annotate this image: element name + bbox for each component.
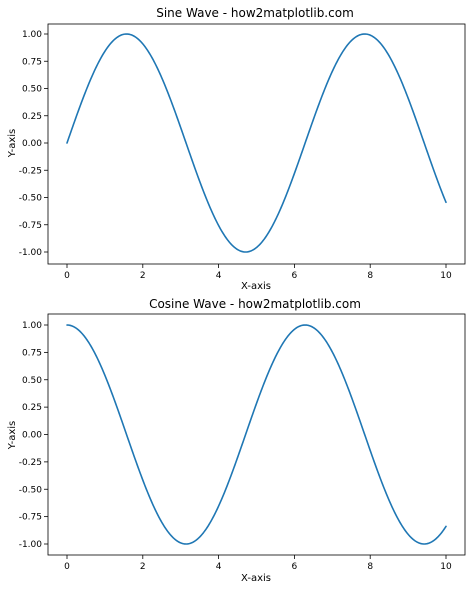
cosine-x-tick-label: 10 bbox=[440, 562, 452, 572]
cosine-y-tick-label: -0.25 bbox=[19, 458, 42, 468]
sine-y-tick-label: -0.75 bbox=[19, 221, 42, 231]
cosine-y-tick-label: 0.50 bbox=[22, 376, 42, 386]
cosine-chart: Cosine Wave - how2matplotlib.com 0 2 4 6 8 10… bbox=[7, 297, 466, 584]
sine-chart-title: Sine Wave - how2matplotlib.com bbox=[156, 6, 354, 20]
sine-y-tick-label: -0.50 bbox=[19, 194, 43, 204]
cosine-x-tick-label: 8 bbox=[367, 562, 373, 572]
sine-y-ticks: 1.00 0.75 0.50 0.25 0.00 -0.25 -0.50 -0.75 -1.00 bbox=[19, 30, 48, 258]
cosine-y-axis-label: Y-axis bbox=[7, 421, 18, 451]
cosine-y-tick-label: 0.00 bbox=[22, 431, 42, 441]
sine-x-ticks: 0 2 4 6 8 10 bbox=[64, 264, 452, 281]
cosine-x-axis-label: X-axis bbox=[241, 573, 271, 584]
sine-y-tick-label: 0.50 bbox=[22, 85, 42, 95]
sine-y-tick-label: 0.75 bbox=[22, 57, 42, 67]
sine-y-tick-label: -1.00 bbox=[19, 248, 43, 258]
cosine-series-line bbox=[66, 324, 447, 545]
cosine-chart-title: Cosine Wave - how2matplotlib.com bbox=[149, 297, 361, 311]
cosine-x-tick-label: 2 bbox=[140, 562, 146, 572]
sine-x-tick-label: 8 bbox=[367, 271, 373, 281]
cosine-x-tick-label: 4 bbox=[216, 562, 222, 572]
cosine-x-tick-label: 6 bbox=[292, 562, 298, 572]
sine-y-tick-label: 0.00 bbox=[22, 139, 42, 149]
cosine-x-tick-label: 0 bbox=[64, 562, 70, 572]
sine-x-tick-label: 0 bbox=[64, 271, 70, 281]
sine-y-tick-label: -0.25 bbox=[19, 166, 42, 176]
sine-y-tick-label: 1.00 bbox=[22, 30, 42, 40]
sine-series-line bbox=[66, 33, 447, 253]
cosine-y-tick-label: -0.50 bbox=[19, 485, 43, 495]
sine-chart: Sine Wave - how2matplotlib.com 0 2 4 6 8 10 1… bbox=[7, 6, 466, 292]
sine-x-axis-label: X-axis bbox=[241, 281, 271, 292]
cosine-y-tick-label: 0.25 bbox=[22, 403, 42, 413]
cosine-x-ticks: 0 2 4 6 8 10 bbox=[64, 555, 452, 572]
sine-y-axis-label: Y-axis bbox=[7, 129, 18, 159]
sine-x-tick-label: 10 bbox=[440, 271, 452, 281]
cosine-y-tick-label: -0.75 bbox=[19, 513, 42, 523]
sine-axes-frame bbox=[47, 23, 466, 265]
sine-y-tick-label: 0.25 bbox=[22, 112, 42, 122]
sine-x-tick-label: 2 bbox=[140, 271, 146, 281]
cosine-y-ticks: 1.00 0.75 0.50 0.25 0.00 -0.25 -0.50 -0.75 -1.00 bbox=[19, 321, 48, 550]
sine-x-tick-label: 4 bbox=[216, 271, 222, 281]
cosine-y-tick-label: -1.00 bbox=[19, 540, 43, 550]
cosine-y-tick-label: 0.75 bbox=[22, 348, 42, 358]
cosine-y-tick-label: 1.00 bbox=[22, 321, 42, 331]
sine-x-tick-label: 6 bbox=[292, 271, 298, 281]
